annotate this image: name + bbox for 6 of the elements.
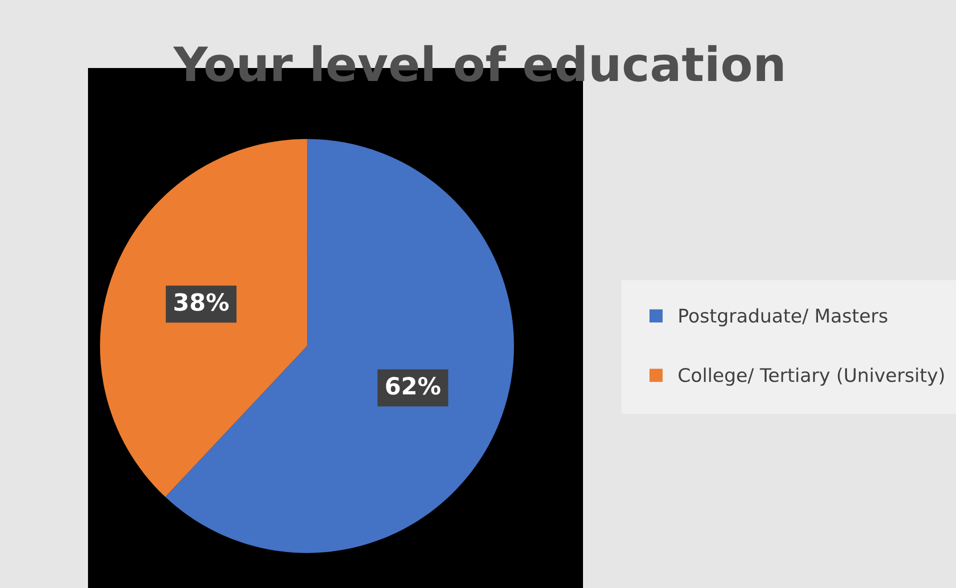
pie-slice <box>165 139 514 553</box>
data-label: 62% <box>386 376 440 395</box>
legend-label: College/ Tertiary (University) <box>678 368 944 386</box>
pie-slice <box>100 139 307 497</box>
data-label: 38% <box>174 293 229 311</box>
legend-label: Postgraduate/ Masters <box>679 308 888 326</box>
